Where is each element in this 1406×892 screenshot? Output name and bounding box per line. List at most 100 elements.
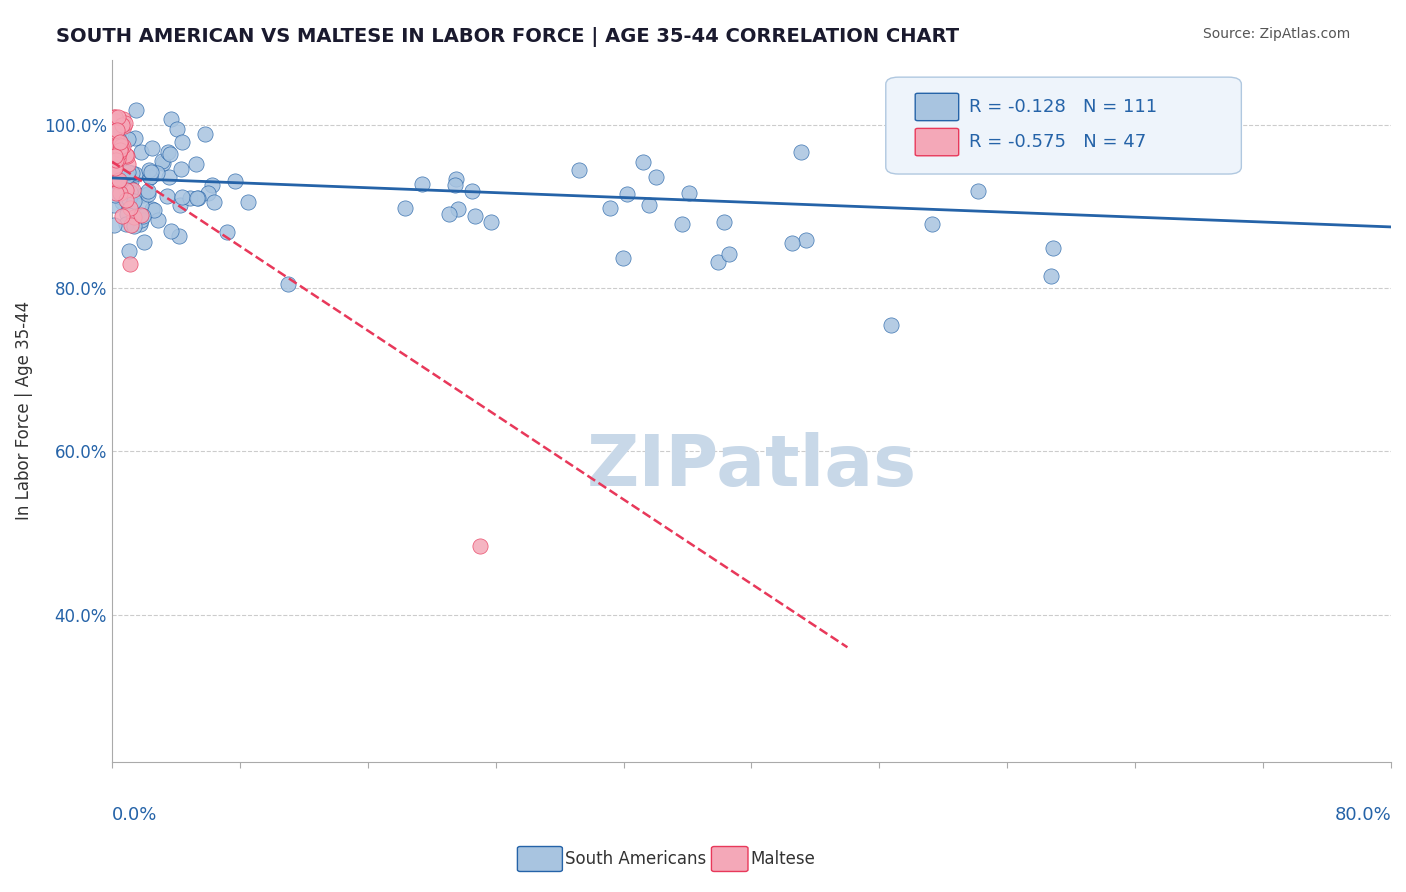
- Point: [444, 178, 467, 192]
- Point: [104, 140, 127, 154]
- Point: [108, 160, 131, 174]
- Point: [159, 146, 181, 161]
- Point: [120, 257, 142, 271]
- Point: [172, 136, 194, 150]
- Point: [103, 132, 125, 146]
- Point: [114, 116, 136, 130]
- Point: [111, 139, 134, 153]
- Point: [479, 215, 502, 229]
- Point: [115, 165, 138, 179]
- Point: [717, 247, 740, 261]
- Point: [107, 175, 129, 189]
- Point: [143, 203, 166, 218]
- Point: [121, 166, 143, 180]
- Point: [108, 182, 131, 196]
- Point: [104, 139, 127, 153]
- Point: [103, 152, 125, 166]
- Point: [796, 233, 818, 247]
- Point: [186, 191, 208, 205]
- Point: [103, 197, 125, 211]
- Point: [129, 212, 152, 227]
- Point: [115, 147, 138, 161]
- Point: [139, 170, 162, 185]
- Point: [115, 193, 138, 207]
- Point: [713, 215, 735, 229]
- Point: [394, 201, 416, 215]
- Point: [128, 218, 150, 232]
- Point: [104, 114, 127, 128]
- Point: [152, 155, 174, 169]
- Point: [124, 130, 146, 145]
- Y-axis label: In Labor Force | Age 35-44: In Labor Force | Age 35-44: [15, 301, 32, 520]
- Point: [115, 169, 138, 184]
- Text: 80.0%: 80.0%: [1334, 806, 1391, 824]
- Point: [103, 159, 125, 173]
- Point: [120, 182, 142, 196]
- Point: [118, 244, 141, 259]
- Point: [112, 119, 135, 133]
- Point: [139, 169, 162, 184]
- Point: [122, 194, 145, 208]
- Point: [921, 217, 943, 231]
- Point: [117, 156, 139, 170]
- Point: [1040, 269, 1063, 284]
- Text: SOUTH AMERICAN VS MALTESE IN LABOR FORCE | AGE 35-44 CORRELATION CHART: SOUTH AMERICAN VS MALTESE IN LABOR FORCE…: [56, 27, 959, 46]
- Point: [678, 186, 700, 201]
- Point: [104, 188, 127, 202]
- Point: [184, 157, 207, 171]
- Point: [166, 122, 188, 136]
- Point: [110, 135, 132, 149]
- Point: [1042, 241, 1064, 255]
- Point: [197, 186, 219, 201]
- Point: [117, 165, 139, 179]
- Point: [120, 174, 142, 188]
- Point: [170, 162, 193, 177]
- Point: [447, 202, 470, 216]
- Point: [110, 139, 132, 153]
- Point: [129, 208, 152, 222]
- Point: [107, 110, 129, 124]
- Point: [107, 174, 129, 188]
- Point: [167, 229, 190, 244]
- Point: [108, 173, 131, 187]
- Point: [108, 186, 131, 200]
- Point: [112, 112, 135, 126]
- Point: [124, 167, 146, 181]
- Point: [110, 122, 132, 136]
- Text: 0.0%: 0.0%: [112, 806, 157, 824]
- Point: [131, 198, 153, 212]
- Text: R = -0.575   N = 47: R = -0.575 N = 47: [969, 133, 1146, 151]
- Point: [187, 192, 209, 206]
- Point: [111, 195, 134, 210]
- Point: [148, 213, 170, 227]
- Text: South Americans: South Americans: [565, 850, 706, 868]
- Point: [115, 183, 138, 197]
- Point: [115, 218, 138, 232]
- Point: [103, 218, 125, 232]
- Point: [125, 103, 148, 117]
- Point: [103, 149, 125, 163]
- Point: [103, 171, 125, 186]
- Point: [114, 182, 136, 196]
- Point: [633, 154, 655, 169]
- Point: [150, 153, 173, 168]
- Point: [105, 123, 128, 137]
- Point: [612, 251, 634, 265]
- FancyBboxPatch shape: [886, 77, 1241, 174]
- Point: [104, 149, 127, 163]
- Point: [108, 138, 131, 153]
- Point: [790, 145, 813, 160]
- Point: [118, 192, 141, 206]
- Point: [201, 178, 224, 192]
- Point: [132, 235, 155, 249]
- Point: [124, 219, 146, 233]
- Text: Source: ZipAtlas.com: Source: ZipAtlas.com: [1202, 27, 1350, 41]
- Point: [780, 236, 803, 251]
- Point: [104, 120, 127, 135]
- Point: [110, 190, 132, 204]
- Point: [103, 160, 125, 174]
- Point: [616, 187, 638, 202]
- Point: [645, 169, 668, 184]
- Point: [104, 174, 127, 188]
- Point: [111, 210, 134, 224]
